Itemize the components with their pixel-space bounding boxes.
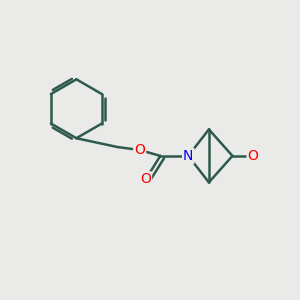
Text: O: O bbox=[134, 143, 145, 157]
Text: O: O bbox=[248, 149, 259, 163]
Text: N: N bbox=[183, 149, 194, 163]
Text: O: O bbox=[140, 172, 151, 186]
